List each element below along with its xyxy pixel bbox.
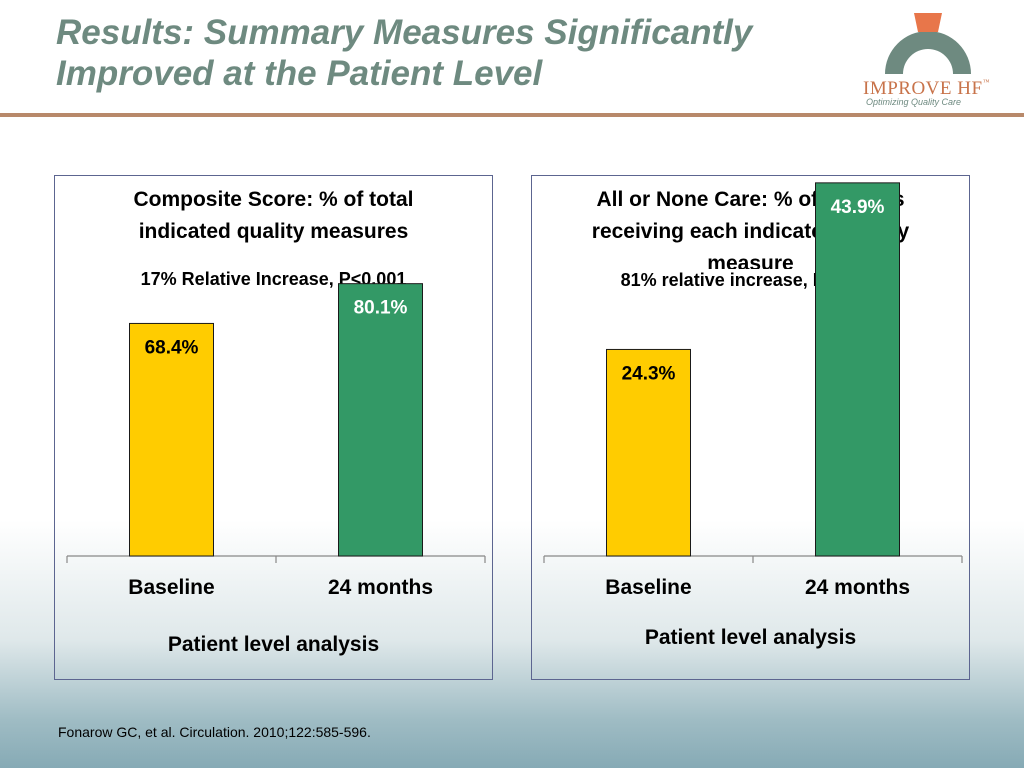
logo-trademark: ™ — [982, 78, 990, 86]
logo-wordmark: IMPROVE HF™ — [863, 78, 990, 100]
title-divider — [0, 113, 1024, 117]
data-label: 68.4% — [145, 337, 199, 358]
chart-xlabel: Patient level analysis — [167, 633, 380, 656]
data-label: 80.1% — [354, 298, 408, 319]
bar-chart: 24.3% Baseline 43.9% 24 months — [543, 182, 963, 599]
improve-hf-logo-icon — [885, 13, 971, 74]
bar-baseline — [606, 348, 691, 557]
page-title: Results: Summary Measures Significantly … — [56, 12, 856, 94]
chart-title-line-1: Composite Score: % of total — [133, 188, 414, 211]
x-tick-label: Baseline — [128, 576, 214, 599]
x-tick-label: Baseline — [605, 576, 691, 599]
chart-title-line-2: indicated quality measures — [138, 220, 409, 243]
logo-word: IMPROVE — [863, 78, 953, 99]
bar-chart: 68.4% Baseline 80.1% 24 months — [66, 283, 486, 599]
chart-xlabel: Patient level analysis — [644, 626, 857, 649]
chart-title: Composite Score: % of total indicated qu… — [55, 184, 492, 248]
bar-24-months — [815, 182, 900, 557]
logo-tagline: Optimizing Quality Care — [866, 97, 962, 107]
bar-24-months — [338, 283, 423, 557]
data-label: 43.9% — [831, 197, 885, 218]
data-label: 24.3% — [622, 363, 676, 384]
x-tick-label: 24 months — [805, 576, 910, 599]
bar-baseline — [129, 322, 214, 557]
chart-panel-all-or-none-care: All or None Care: % of patients receivin… — [531, 175, 970, 680]
citation: Fonarow GC, et al. Circulation. 2010;122… — [58, 724, 371, 740]
logo-word-suffix: HF — [957, 78, 983, 99]
page-title-line-1: Results: Summary Measures Significantly — [56, 13, 753, 52]
chart-panel-composite-score: Composite Score: % of total indicated qu… — [54, 175, 493, 680]
x-tick-label: 24 months — [328, 576, 433, 599]
page-title-line-2: Improved at the Patient Level — [56, 54, 543, 93]
